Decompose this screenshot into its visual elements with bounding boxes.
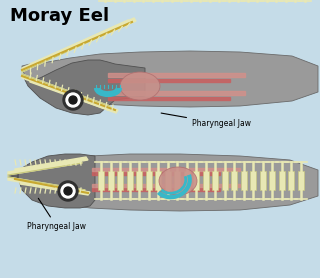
Ellipse shape [120,72,160,100]
Polygon shape [231,171,237,190]
Polygon shape [193,171,199,190]
Circle shape [61,184,75,198]
Polygon shape [8,177,85,193]
Polygon shape [136,171,142,190]
Circle shape [64,187,72,195]
Polygon shape [22,60,145,115]
Polygon shape [164,171,171,190]
Text: Pharyngeal Jaw: Pharyngeal Jaw [27,198,86,231]
Polygon shape [269,171,275,190]
Polygon shape [20,181,90,195]
Circle shape [69,96,77,104]
Polygon shape [108,171,114,190]
Polygon shape [98,171,104,190]
Polygon shape [174,171,180,190]
Polygon shape [260,171,266,190]
Polygon shape [126,171,132,190]
Polygon shape [278,171,284,190]
Polygon shape [212,171,218,190]
Polygon shape [22,20,130,72]
Polygon shape [250,171,256,190]
Polygon shape [117,171,123,190]
Polygon shape [92,172,220,175]
Polygon shape [108,91,245,95]
Polygon shape [22,51,318,107]
Polygon shape [221,171,228,190]
Circle shape [66,93,80,107]
Polygon shape [8,160,82,175]
Polygon shape [92,168,240,171]
Polygon shape [298,171,303,190]
Circle shape [58,181,78,201]
Polygon shape [18,154,95,208]
Polygon shape [108,73,245,77]
Polygon shape [288,171,294,190]
Polygon shape [92,184,240,187]
Polygon shape [155,171,161,190]
Polygon shape [241,171,246,190]
Polygon shape [183,171,189,190]
Text: Moray Eel: Moray Eel [10,7,109,25]
Polygon shape [22,74,110,110]
Polygon shape [146,171,151,190]
Polygon shape [92,188,220,191]
Polygon shape [108,79,230,82]
Polygon shape [15,157,88,172]
Circle shape [63,90,83,110]
Polygon shape [18,154,318,211]
Polygon shape [108,97,230,100]
Polygon shape [203,171,209,190]
Ellipse shape [159,167,197,195]
Polygon shape [8,173,18,178]
Text: Pharyngeal Jaw: Pharyngeal Jaw [161,113,251,128]
Polygon shape [30,18,136,68]
Polygon shape [30,78,118,113]
